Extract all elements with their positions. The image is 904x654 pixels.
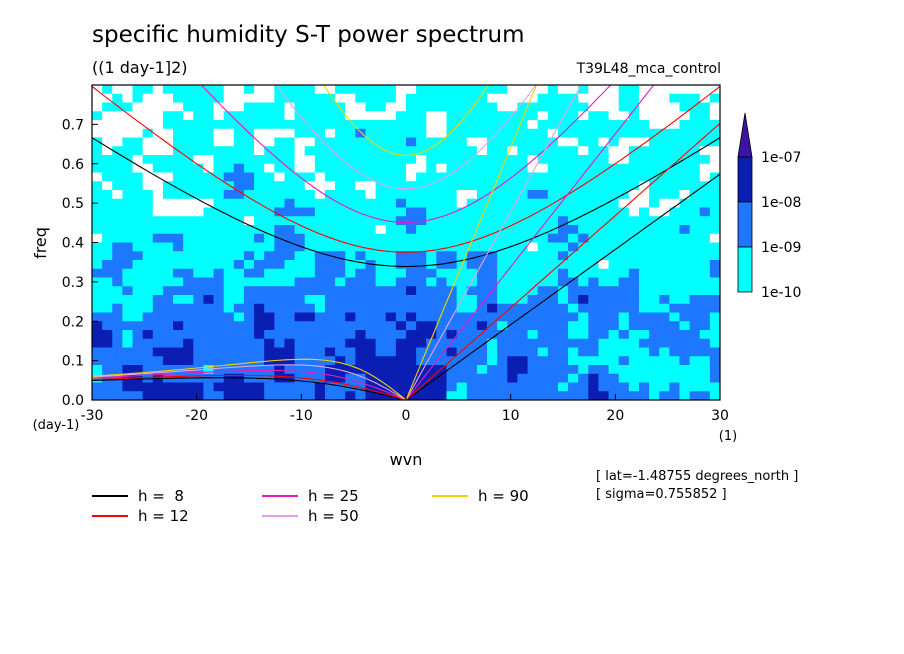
y-tick-label: 0.0 bbox=[62, 393, 84, 409]
x-tick-label: 10 bbox=[502, 408, 520, 424]
dispersion-curves bbox=[92, 85, 720, 400]
legend-swatch bbox=[92, 495, 128, 497]
legend-swatch bbox=[262, 495, 298, 497]
x-tick-label: 30 bbox=[711, 408, 729, 424]
colorbar-swatch bbox=[737, 246, 753, 293]
legend-entry: h = 8 bbox=[92, 487, 184, 505]
legend-label: h = 12 bbox=[138, 507, 189, 525]
power-heatmap bbox=[92, 85, 720, 400]
colorbar-swatch bbox=[737, 201, 753, 248]
run-label: T39L48_mca_control bbox=[576, 61, 721, 77]
legend-label: h = 50 bbox=[308, 507, 359, 525]
legend-label: h = 8 bbox=[138, 487, 184, 505]
legend-swatch bbox=[92, 515, 128, 517]
y-tick-label: 0.7 bbox=[62, 117, 84, 133]
sigma-label: [ sigma=0.755852 ] bbox=[596, 487, 727, 502]
x-tick-label: -30 bbox=[81, 408, 104, 424]
legend-entry: h = 50 bbox=[262, 507, 359, 525]
chart-title: specific humidity S-T power spectrum bbox=[92, 22, 525, 48]
x-tick-label: 20 bbox=[606, 408, 624, 424]
legend-entry: h = 12 bbox=[92, 507, 189, 525]
chart-subtitle: ((1 day-1]2) bbox=[92, 58, 188, 77]
legend-entry: h = 90 bbox=[432, 487, 529, 505]
legend-label: h = 25 bbox=[308, 487, 359, 505]
legend-label: h = 90 bbox=[478, 487, 529, 505]
y-tick-label: 0.3 bbox=[62, 275, 84, 291]
y-tick-label: 0.1 bbox=[62, 354, 84, 370]
x-unit-label: (1) bbox=[719, 429, 737, 444]
legend-swatch bbox=[262, 515, 298, 517]
colorbar-label: 1e-09 bbox=[761, 240, 801, 256]
x-axis: -30 -20 -10 0 10 20 30 bbox=[81, 394, 729, 424]
colorbar-arrow bbox=[737, 112, 753, 158]
y-axis-label: freq bbox=[31, 227, 50, 259]
y-tick-label: 0.4 bbox=[62, 236, 84, 252]
colorbar: 1e-07 1e-08 1e-09 1e-10 bbox=[737, 112, 801, 301]
colorbar-label: 1e-10 bbox=[761, 285, 801, 301]
y-unit-label: (day-1) bbox=[33, 418, 80, 433]
colorbar-swatch bbox=[737, 156, 753, 203]
y-tick-label: 0.5 bbox=[62, 196, 84, 212]
y-tick-label: 0.2 bbox=[62, 314, 84, 330]
colorbar-label: 1e-07 bbox=[761, 150, 801, 166]
latitude-label: [ lat=-1.48755 degrees_north ] bbox=[596, 469, 799, 484]
x-tick-label: -20 bbox=[185, 408, 208, 424]
x-axis-label: wvn bbox=[390, 450, 423, 469]
y-tick-label: 0.6 bbox=[62, 157, 84, 173]
legend-swatch bbox=[432, 495, 468, 497]
colorbar-label: 1e-08 bbox=[761, 195, 801, 211]
y-axis: 0.0 0.1 0.2 0.3 0.4 0.5 0.6 0.7 bbox=[62, 117, 98, 409]
x-tick-label: 0 bbox=[402, 408, 411, 424]
legend-entry: h = 25 bbox=[262, 487, 359, 505]
x-tick-label: -10 bbox=[290, 408, 313, 424]
